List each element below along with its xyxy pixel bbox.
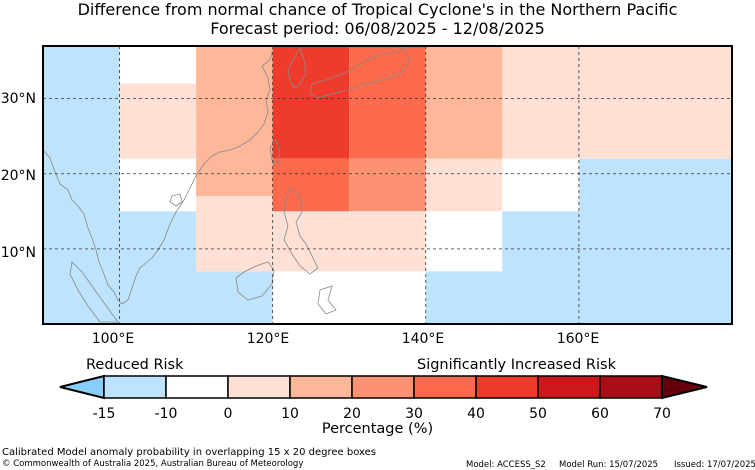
map-frame <box>42 45 733 325</box>
anomaly-cell <box>425 271 503 324</box>
colorbar-segment <box>475 375 539 399</box>
coastlines <box>42 47 411 323</box>
colorbar-tick: 40 <box>467 406 485 422</box>
map-title: Difference from normal chance of Tropica… <box>77 0 678 19</box>
footer-model: Model: ACCESS_S2 <box>466 460 546 470</box>
anomaly-cell <box>502 83 579 159</box>
anomaly-cell <box>272 271 350 324</box>
coastline-japan <box>309 47 411 99</box>
footer-issued: Issued: 17/07/2025 <box>674 460 755 470</box>
coastline-hainan <box>169 193 183 207</box>
coastline-asia <box>42 51 273 305</box>
anomaly-cell <box>349 46 426 159</box>
anomaly-cell <box>119 211 197 324</box>
footer-description: Calibrated Model anomaly probability in … <box>2 447 377 458</box>
anomaly-cell <box>43 46 120 324</box>
colorbar-segment <box>289 375 353 399</box>
graticule <box>43 46 732 324</box>
coastline-taiwan <box>269 139 281 165</box>
colorbar-segments <box>59 374 708 400</box>
footer-model-run: Model Run: 15/07/2025 <box>559 460 659 470</box>
colorbar-tick: 50 <box>529 406 547 422</box>
lon-label: 120°E <box>246 331 290 347</box>
anomaly-cell <box>119 46 197 84</box>
anomaly-cell <box>578 46 732 159</box>
increased-risk-label: Significantly Increased Risk <box>417 357 616 373</box>
coastline-sulawesi <box>317 285 337 315</box>
colorbar-segment <box>227 375 291 399</box>
lat-label: 10°N <box>0 245 36 261</box>
colorbar-segment <box>103 375 167 399</box>
colorbar-tick: 0 <box>223 406 233 422</box>
anomaly-cell <box>425 211 503 272</box>
anomaly-cell <box>425 158 503 212</box>
coastline-philippines <box>283 187 319 275</box>
lon-label: 140°E <box>401 331 445 347</box>
anomaly-cell <box>196 46 273 197</box>
coastline-sumatra <box>69 261 119 323</box>
coastline-korea <box>287 47 307 89</box>
anomaly-cell <box>196 196 273 272</box>
footer-copyright: © Commonwealth of Australia 2025, Austra… <box>2 459 304 469</box>
lat-label: 20°N <box>0 168 36 184</box>
colorbar-tick: -15 <box>92 406 116 422</box>
anomaly-cell <box>119 158 197 212</box>
anomaly-cell <box>349 158 426 212</box>
anomaly-cell <box>349 271 426 324</box>
colorbar-segment <box>351 375 415 399</box>
anomaly-cell <box>119 83 197 159</box>
colorbar-tick: 70 <box>653 406 671 422</box>
colorbar-axis-label: Percentage (%) <box>321 421 434 437</box>
anomaly-cell <box>502 158 579 212</box>
anomaly-cell <box>502 46 579 84</box>
lon-label: 100°E <box>91 331 135 347</box>
anomaly-cell <box>272 46 350 159</box>
forecast-period: Forecast period: 06/08/2025 - 12/08/2025 <box>210 19 545 38</box>
anomaly-cell <box>578 158 732 324</box>
lat-label: 30°N <box>0 91 36 107</box>
reduced-risk-label: Reduced Risk <box>86 357 184 373</box>
colorbar-tick: 10 <box>281 406 299 422</box>
colorbar-tick: 20 <box>343 406 361 422</box>
colorbar-tick: 60 <box>591 406 609 422</box>
anomaly-cell <box>349 211 426 272</box>
anomaly-cell <box>502 211 579 324</box>
colorbar-tick: 30 <box>405 406 423 422</box>
anomaly-cell <box>272 211 350 272</box>
colorbar-segment <box>413 375 477 399</box>
anomaly-cells <box>43 46 732 324</box>
lon-label: 160°E <box>556 331 600 347</box>
colorbar-extend-low <box>59 374 105 400</box>
colorbar-segment <box>537 375 601 399</box>
colorbar-segment <box>165 375 229 399</box>
colorbar-segment <box>599 375 663 399</box>
anomaly-cell <box>196 271 273 324</box>
colorbar-extend-high <box>661 374 708 400</box>
anomaly-cell <box>425 46 503 159</box>
colorbar-tick: -10 <box>154 406 178 422</box>
